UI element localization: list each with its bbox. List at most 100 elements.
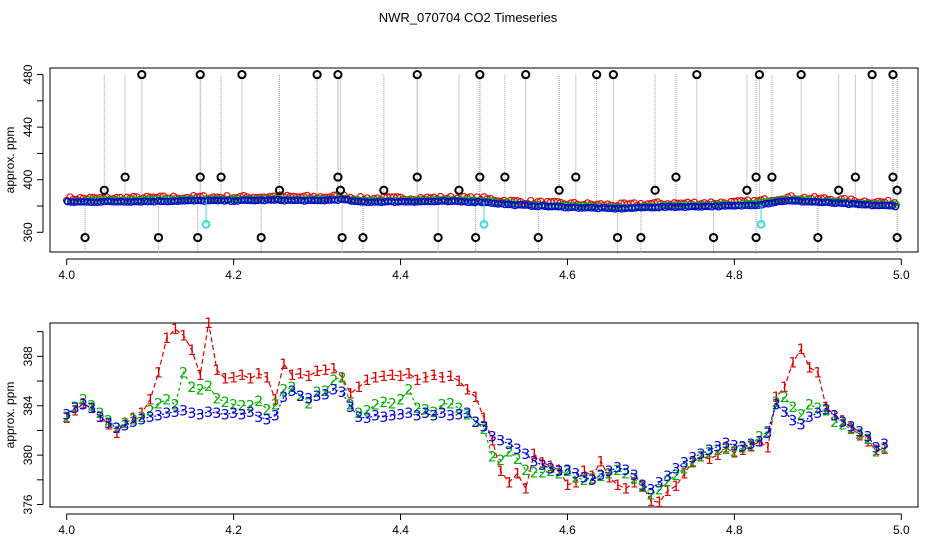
- outlier-point: [454, 185, 464, 195]
- series-2-marker: 2: [238, 399, 247, 415]
- outlier-high-point: [195, 69, 205, 80]
- series-2-marker: 2: [546, 464, 555, 480]
- series-2-marker: 2: [730, 444, 739, 460]
- series-3-marker: 3: [421, 406, 430, 422]
- outlier-high-point: [796, 69, 806, 80]
- series-3-marker: 3: [329, 383, 338, 399]
- x-tick-label: 5.0: [893, 523, 910, 537]
- outlier-high-point: [237, 69, 247, 80]
- series-1-marker: 1: [680, 467, 689, 483]
- outlier-low-point: [80, 232, 90, 243]
- series-2-marker: 2: [271, 398, 280, 414]
- series-3-marker: 3: [313, 389, 322, 405]
- series-1-marker: 1: [730, 446, 739, 462]
- series-1-marker: 1: [613, 478, 622, 494]
- outlier-high-point: [592, 69, 602, 80]
- series-2-marker: 2: [129, 412, 138, 428]
- series-2-marker: 2: [613, 463, 622, 479]
- x-tick-label: 4.6: [559, 268, 576, 282]
- outlier-point: [216, 172, 226, 182]
- series-1-marker: 1: [271, 393, 280, 409]
- series-3-marker: 3: [613, 460, 622, 476]
- series-3-marker: 3: [863, 430, 872, 446]
- series-2-marker: 2: [179, 365, 188, 381]
- series-1-marker: 1: [121, 416, 130, 432]
- series-3-point: [891, 202, 900, 211]
- series-2-marker: 2: [346, 398, 355, 414]
- series-1-marker: 1: [179, 328, 188, 344]
- series-1-marker: 1: [413, 373, 422, 389]
- outlier-low-point: [892, 232, 902, 243]
- series-1-marker: 1: [238, 368, 247, 384]
- series-1-marker: 1: [872, 443, 881, 459]
- series-2-marker: 2: [96, 406, 105, 422]
- series-2-marker: 2: [688, 456, 697, 472]
- series-2-marker: 2: [713, 443, 722, 459]
- series-2-marker: 2: [204, 379, 213, 395]
- series-2-marker: 2: [446, 396, 455, 412]
- series-2-marker: 2: [705, 446, 714, 462]
- bottom-y-axis: 376 380 384 388: [21, 331, 44, 515]
- series-1-marker: 1: [404, 367, 413, 383]
- series-1-marker: 1: [204, 316, 213, 332]
- series-1-marker: 1: [421, 370, 430, 386]
- series-3-marker: 3: [538, 458, 547, 474]
- series-1-marker: 1: [87, 401, 96, 417]
- series-2-marker: 2: [797, 407, 806, 423]
- series-3-marker: 3: [880, 437, 889, 453]
- outlier-point: [834, 185, 844, 195]
- series-3-marker: 3: [621, 463, 630, 479]
- outlier-point: [888, 172, 898, 182]
- series-2-marker: 2: [722, 442, 731, 458]
- series-1-marker: 1: [621, 481, 630, 497]
- outlier-low-point: [751, 232, 761, 243]
- y-tick-label: 376: [21, 494, 35, 514]
- series-3-marker: 3: [429, 409, 438, 425]
- series-1-marker: 1: [755, 435, 764, 451]
- x-tick-label: 4.0: [58, 523, 75, 537]
- series-2-marker: 2: [580, 473, 589, 489]
- series-3-marker: 3: [847, 420, 856, 436]
- outlier-low-point: [337, 232, 347, 243]
- series-3-marker: 3: [755, 435, 764, 451]
- series-1-marker: 1: [605, 470, 614, 486]
- series-1-marker: 1: [212, 363, 221, 379]
- outlier-high-point: [521, 69, 531, 80]
- series-1-marker: 1: [805, 360, 814, 376]
- series-1-marker: 1: [655, 495, 664, 511]
- series-2-marker: 2: [455, 401, 464, 417]
- x-tick-label: 4.0: [58, 268, 75, 282]
- series-3-marker: 3: [747, 437, 756, 453]
- series-3-marker: 3: [254, 410, 263, 426]
- series-2-marker: 2: [212, 391, 221, 407]
- series-2-marker: 2: [513, 452, 522, 468]
- series-3-marker: 3: [563, 463, 572, 479]
- series-1-marker: 1: [563, 478, 572, 494]
- outlier-low-point: [193, 232, 203, 243]
- outlier-low-point: [256, 232, 266, 243]
- outlier-point: [767, 172, 777, 182]
- series-3-marker: 3: [338, 385, 347, 401]
- series-3-marker: 3: [646, 483, 655, 499]
- series-3-marker: 3: [546, 462, 555, 478]
- series-2-marker: 2: [463, 407, 472, 423]
- series-2-marker: 2: [621, 467, 630, 483]
- series-3-marker: 3: [638, 478, 647, 494]
- series-1-marker: 1: [379, 369, 388, 385]
- series-3-marker: 3: [438, 406, 447, 422]
- series-3-marker: 3: [79, 398, 88, 414]
- bottom-plot-frame: [49, 322, 919, 508]
- series-1-marker: 1: [705, 452, 714, 468]
- series-2-marker: 2: [838, 417, 847, 433]
- outlier-point: [412, 172, 422, 182]
- series-1-marker: 1: [838, 414, 847, 430]
- series-2-marker: 2: [680, 462, 689, 478]
- outlier-point: [571, 172, 581, 182]
- outlier-low-point: [612, 232, 623, 243]
- series-2-marker: 2: [313, 385, 322, 401]
- series-2-marker: 2: [596, 469, 605, 485]
- series-3-marker: 3: [722, 436, 731, 452]
- figure-title: NWR_070704 CO2 Timeseries: [379, 10, 558, 25]
- series-2-marker: 2: [530, 465, 539, 481]
